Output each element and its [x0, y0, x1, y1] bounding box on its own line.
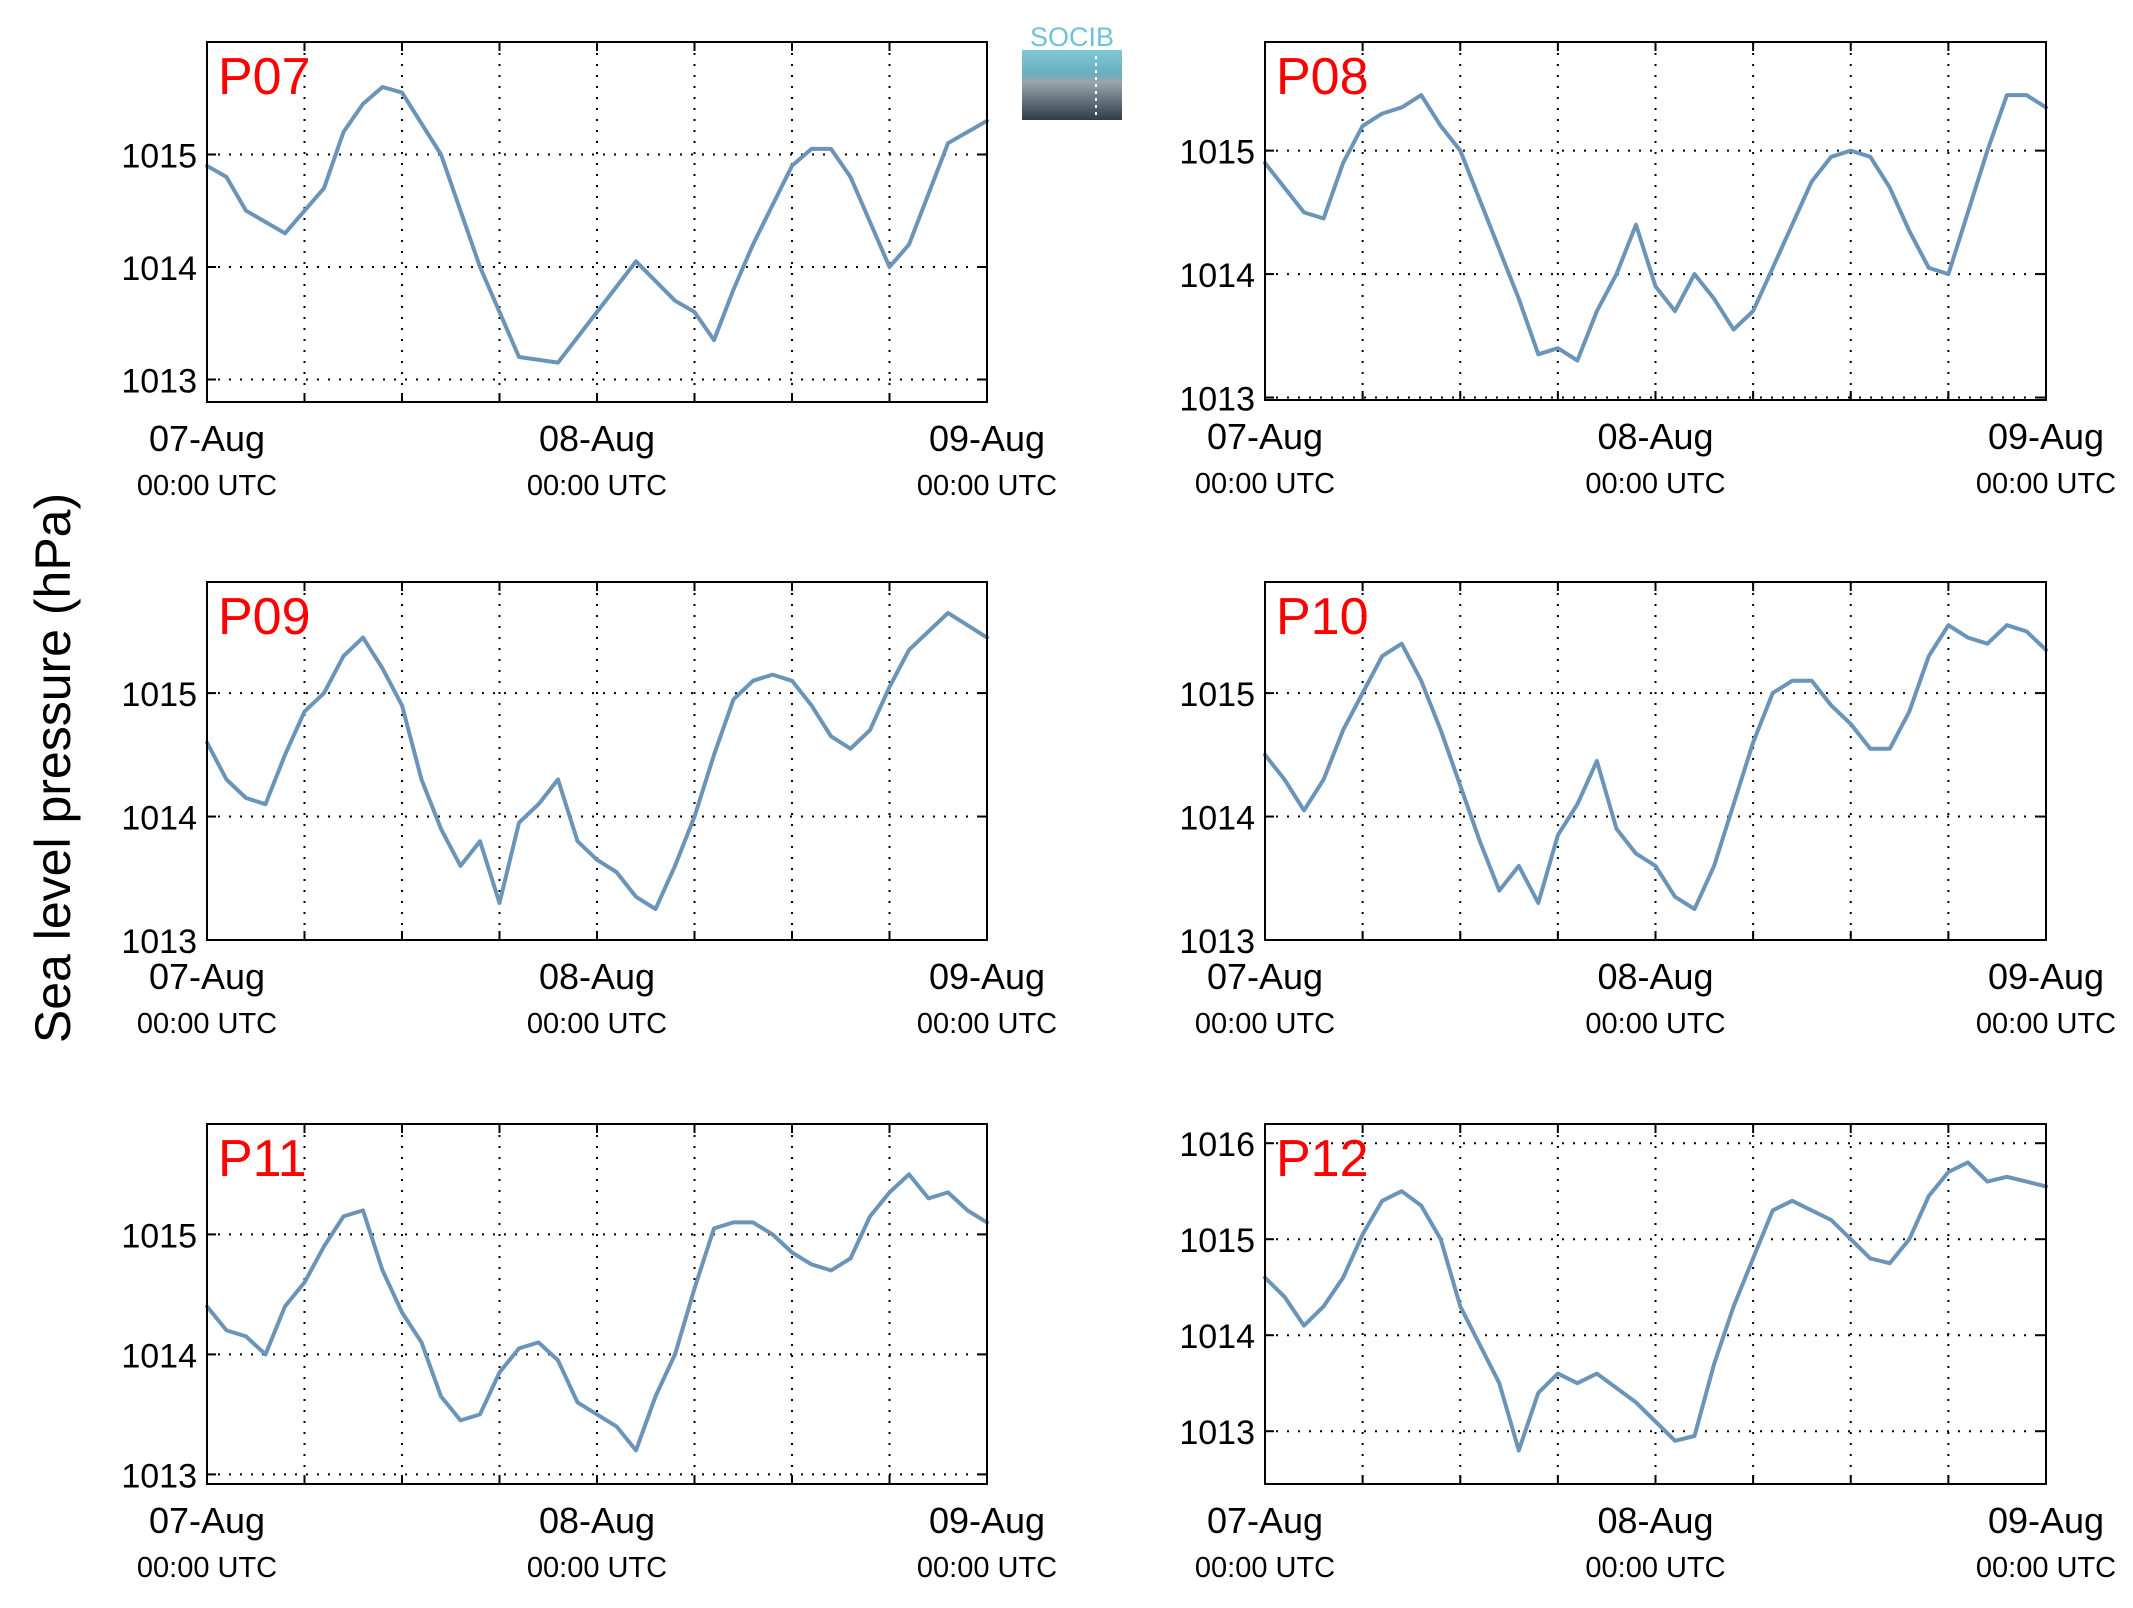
panel-p09: 1013 1014 1015 07-Aug 00:00 UTC 08-Aug 00:00 U…	[121, 581, 1057, 1040]
x-tick-label-date: 07-Aug	[1207, 956, 1323, 997]
series-line	[205, 610, 989, 912]
y-tick-label: 1015	[121, 138, 197, 176]
series-line	[1263, 623, 2048, 912]
y-tick-label: 1015	[121, 1217, 197, 1255]
x-tick-label-date: 09-Aug	[1988, 416, 2104, 457]
x-tick-label-time: 00:00 UTC	[137, 1008, 277, 1040]
x-tick-label-date: 07-Aug	[149, 1500, 265, 1541]
panel-label: P12	[1276, 1130, 1369, 1188]
x-tick-label-time: 00:00 UTC	[527, 1008, 667, 1040]
x-tick-label-time: 00:00 UTC	[1585, 1008, 1725, 1040]
x-tick-label-date: 08-Aug	[1597, 956, 1713, 997]
y-tick-label: 1013	[121, 1457, 197, 1495]
y-tick-label: 1013	[1179, 1414, 1255, 1452]
x-tick-label-time: 00:00 UTC	[917, 1008, 1057, 1040]
axes-box	[1264, 1123, 2047, 1485]
x-tick-label-date: 07-Aug	[1207, 416, 1323, 457]
y-tick-label: 1013	[1179, 923, 1255, 961]
x-tick-label-time: 00:00 UTC	[917, 1552, 1057, 1584]
x-tick-label-date: 08-Aug	[539, 418, 655, 459]
x-tick-label-date: 07-Aug	[149, 418, 265, 459]
y-tick-label: 1014	[121, 250, 197, 288]
y-tick-label: 1016	[1179, 1126, 1255, 1164]
x-tick-label-date: 09-Aug	[1988, 1500, 2104, 1541]
x-tick-label-time: 00:00 UTC	[1585, 1552, 1725, 1584]
panel-label: P10	[1276, 588, 1369, 646]
panel-p10: 1013 1014 1015 07-Aug 00:00 UTC 08-Aug 00:00 U…	[1179, 581, 2116, 1040]
series-line	[1263, 93, 2048, 363]
panel-label: P08	[1276, 48, 1369, 106]
y-tick-label: 1013	[121, 363, 197, 401]
logo-text: SOCIB	[1030, 22, 1114, 52]
x-tick-label-time: 00:00 UTC	[1976, 468, 2116, 500]
x-tick-label-time: 00:00 UTC	[527, 1552, 667, 1584]
y-tick-label: 1014	[121, 1337, 197, 1375]
axes-box	[1264, 41, 2047, 401]
panel-p08: 1013 1014 1015 07-Aug 00:00 UTC 08-Aug 00:00 U…	[1179, 41, 2116, 500]
y-tick-label: 1013	[1179, 381, 1255, 419]
series-line	[205, 1172, 989, 1453]
series-line	[205, 85, 989, 365]
panel-label: P09	[218, 588, 311, 646]
panel-p11: 1013 1014 1015 07-Aug 00:00 UTC 08-Aug 00:00 U…	[121, 1123, 1057, 1584]
axes-box	[206, 1123, 988, 1485]
x-tick-label-time: 00:00 UTC	[1976, 1552, 2116, 1584]
x-tick-label-date: 07-Aug	[1207, 1500, 1323, 1541]
y-axis-label: Sea level pressure (hPa)	[25, 493, 81, 1043]
x-tick-label-date: 07-Aug	[149, 956, 265, 997]
x-tick-label-time: 00:00 UTC	[1195, 1552, 1335, 1584]
socib-logo: SOCIB	[1022, 22, 1122, 120]
x-tick-label-date: 09-Aug	[929, 418, 1045, 459]
y-tick-label: 1014	[1179, 1318, 1255, 1356]
x-tick-label-time: 00:00 UTC	[917, 470, 1057, 502]
x-tick-label-time: 00:00 UTC	[1195, 468, 1335, 500]
axes-box	[1264, 581, 2047, 941]
x-tick-label-time: 00:00 UTC	[1195, 1008, 1335, 1040]
x-tick-label-date: 08-Aug	[1597, 416, 1713, 457]
y-tick-label: 1014	[121, 800, 197, 838]
y-tick-label: 1014	[1179, 800, 1255, 838]
x-tick-label-time: 00:00 UTC	[137, 1552, 277, 1584]
y-tick-label: 1014	[1179, 257, 1255, 295]
x-tick-label-date: 08-Aug	[539, 1500, 655, 1541]
x-tick-label-time: 00:00 UTC	[527, 470, 667, 502]
series-line	[1263, 1160, 2048, 1453]
x-tick-label-time: 00:00 UTC	[1585, 468, 1725, 500]
x-tick-label-date: 08-Aug	[1597, 1500, 1713, 1541]
y-tick-label: 1015	[121, 676, 197, 714]
y-tick-label: 1015	[1179, 1222, 1255, 1260]
axes-box	[206, 41, 988, 403]
x-tick-label-date: 08-Aug	[539, 956, 655, 997]
panel-p07: 1013 1014 1015 07-Aug 00:00 UTC 08-Aug 00:00 U…	[121, 41, 1057, 502]
x-tick-label-time: 00:00 UTC	[137, 470, 277, 502]
x-tick-label-date: 09-Aug	[929, 1500, 1045, 1541]
x-tick-label-date: 09-Aug	[1988, 956, 2104, 997]
y-tick-label: 1015	[1179, 676, 1255, 714]
panel-label: P07	[218, 48, 311, 106]
x-tick-label-time: 00:00 UTC	[1976, 1008, 2116, 1040]
x-tick-label-date: 09-Aug	[929, 956, 1045, 997]
panel-label: P11	[218, 1130, 307, 1188]
y-tick-label: 1013	[121, 923, 197, 961]
panel-p12: 1013 1014 1015 1016 07-Aug 00:00 UTC 08-Aug 00:…	[1179, 1123, 2116, 1584]
axes-box	[206, 581, 988, 941]
y-tick-label: 1015	[1179, 134, 1255, 172]
